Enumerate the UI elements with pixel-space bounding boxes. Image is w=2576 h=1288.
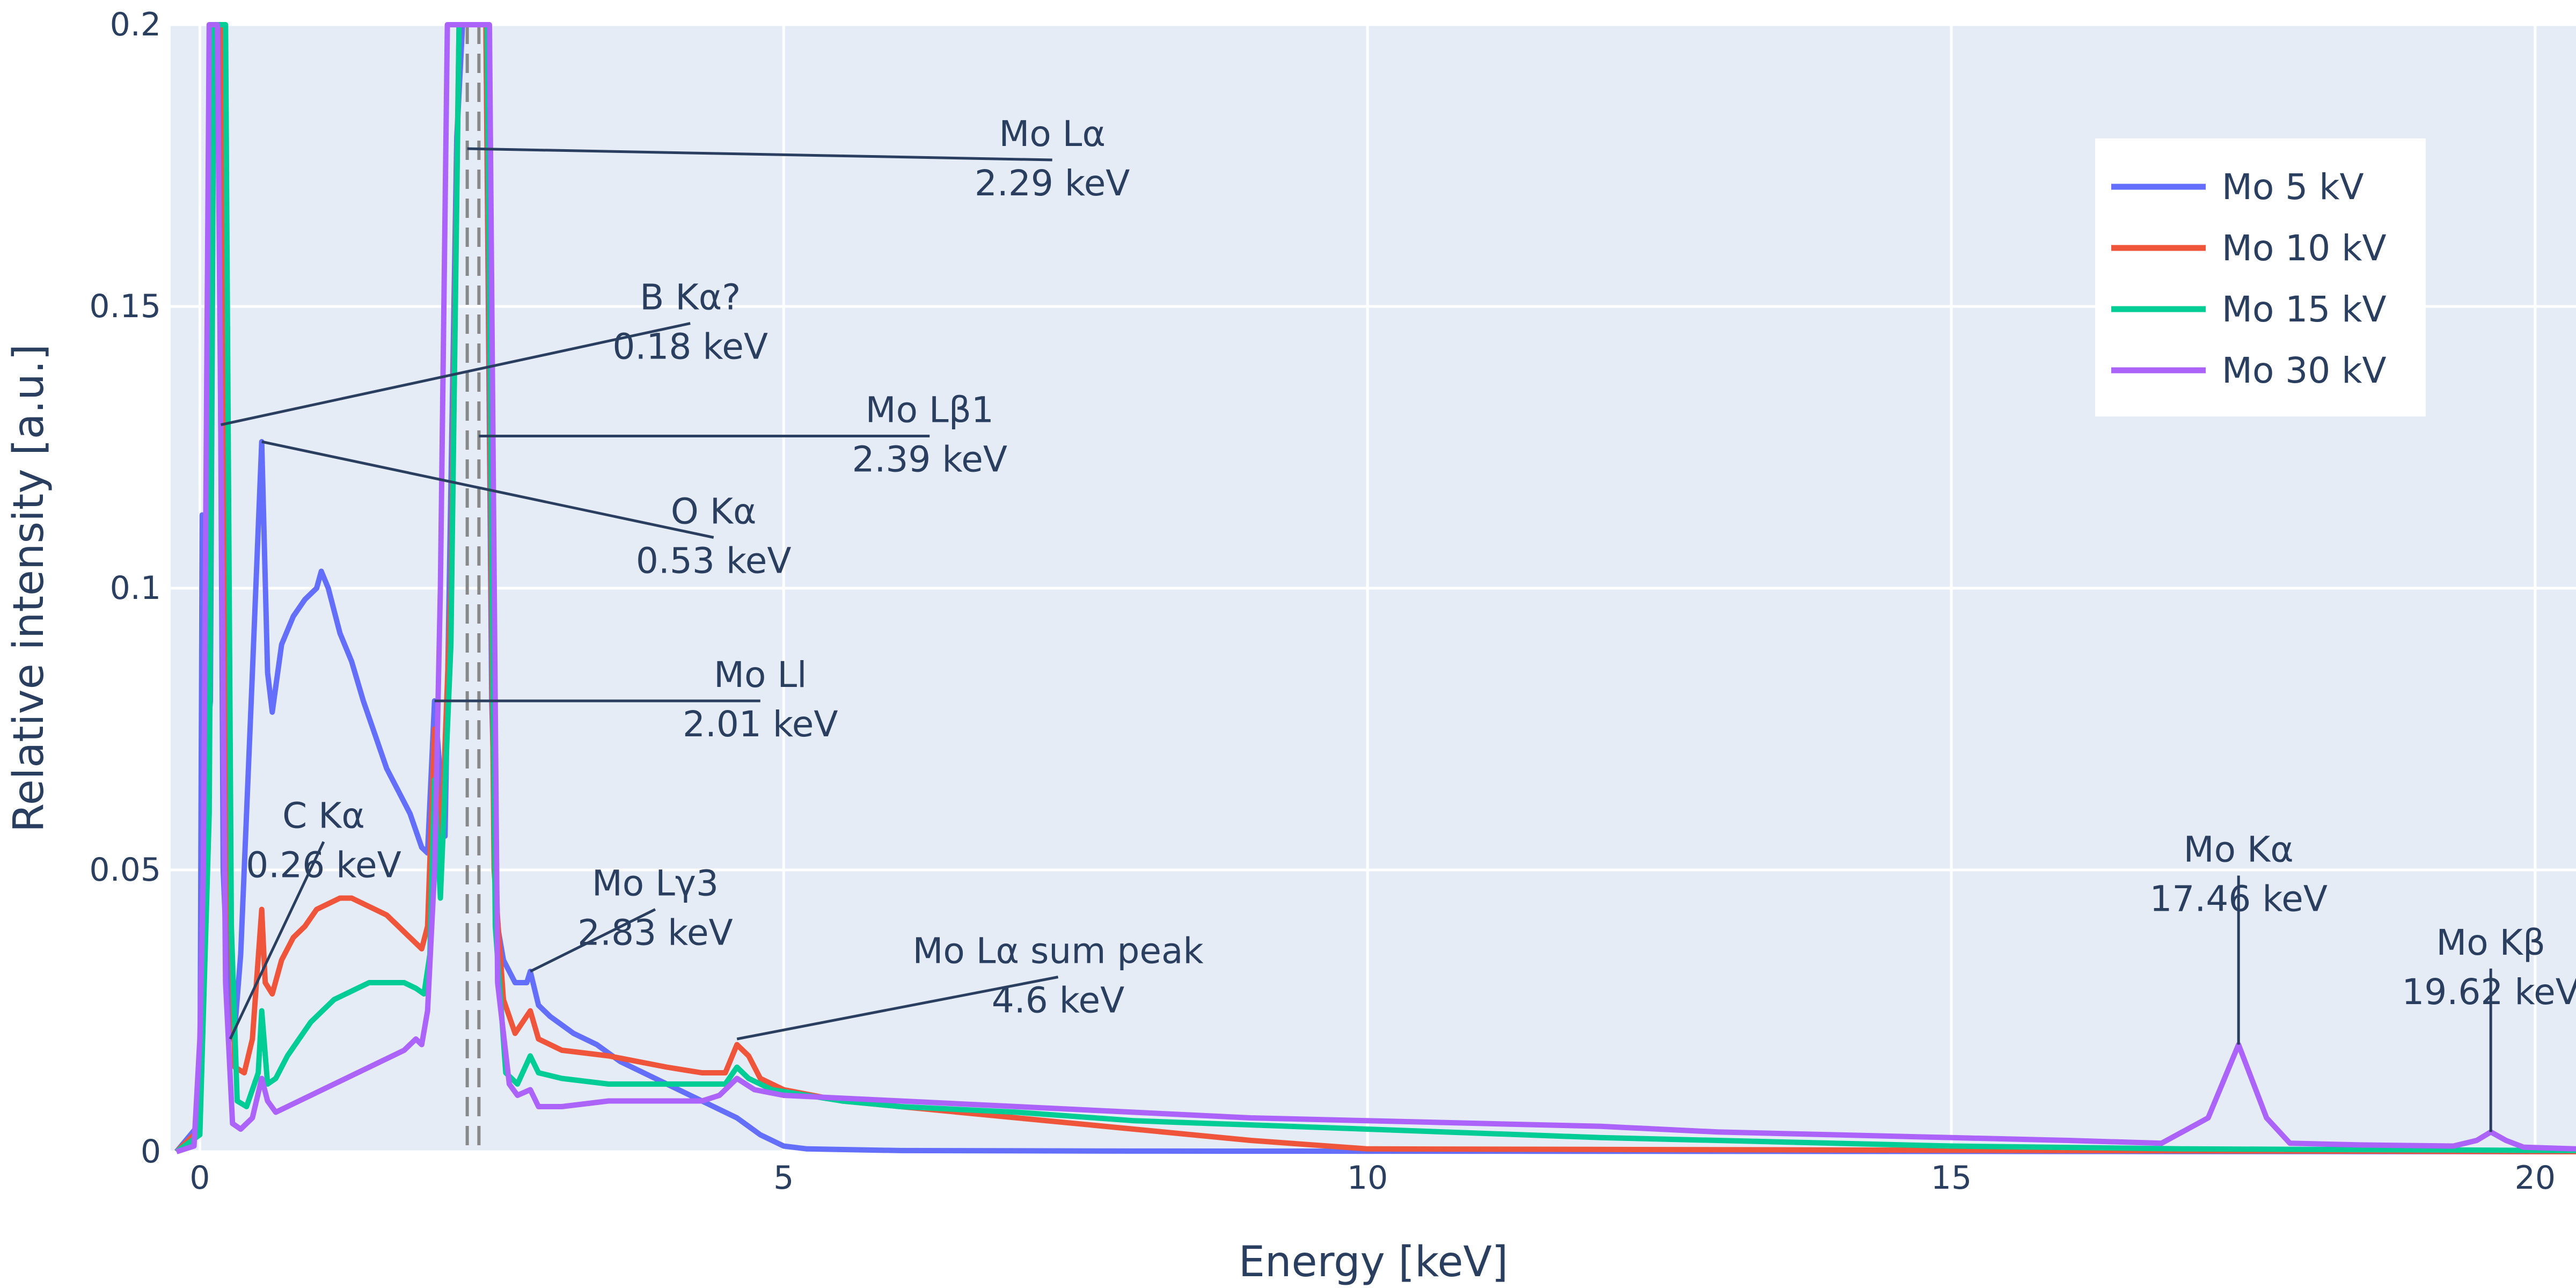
annotation-label: Mo Lβ1 <box>866 390 994 431</box>
annotation-label: 4.6 keV <box>992 980 1125 1021</box>
y-tick-label: 0.15 <box>89 288 161 325</box>
legend: Mo 5 kV Mo 10 kV Mo 15 kV Mo 30 kV <box>2095 138 2426 416</box>
annotation-arrow <box>221 322 691 426</box>
x-tick-label: 10 <box>1347 1159 1388 1197</box>
annotations: Mo Lα 2.29 keV B Kα? 0.18 keV Mo Lβ1 2.39 keV… <box>221 113 2576 1132</box>
x-tick-label: 0 <box>189 1159 210 1197</box>
y-axis-ticks: 0 0.05 0.1 0.15 0.2 <box>89 6 161 1170</box>
legend-label: Mo 10 kV <box>2222 228 2387 269</box>
annotation-arrow <box>530 908 656 973</box>
annotation-arrow <box>467 147 1052 162</box>
annotation-label: Mo Lα <box>999 113 1106 155</box>
y-tick-label: 0.2 <box>110 6 161 43</box>
annotation-label: 2.29 keV <box>975 163 1130 204</box>
annotation-arrow <box>229 841 325 1040</box>
legend-label: Mo 5 kV <box>2222 166 2364 208</box>
annotation-label: Mo Kβ <box>2436 922 2545 963</box>
annotation-label: Mo Lγ3 <box>592 863 719 904</box>
annotation-label: Mo Ll <box>714 654 807 696</box>
y-axis-title: Relative intensity [a.u.] <box>5 344 53 832</box>
x-tick-label: 15 <box>1931 1159 1972 1197</box>
reference-lines <box>465 25 481 1152</box>
x-axis-ticks: 0 5 10 15 20 <box>189 1159 2556 1197</box>
annotation-label: 0.18 keV <box>612 326 768 368</box>
annotation-label: 19.62 keV <box>2402 971 2576 1013</box>
annotation-label: 2.39 keV <box>852 439 1007 480</box>
x-tick-label: 20 <box>2515 1159 2556 1197</box>
legend-label: Mo 15 kV <box>2222 289 2387 330</box>
annotation-arrow <box>736 976 1059 1041</box>
annotation-label: 17.46 keV <box>2149 879 2328 920</box>
y-tick-label: 0 <box>141 1133 161 1170</box>
x-tick-label: 5 <box>773 1159 794 1197</box>
x-axis-title: Energy [keV] <box>1239 1238 1508 1286</box>
annotation-label: 0.53 keV <box>636 540 792 582</box>
annotation-label: 2.01 keV <box>683 704 838 745</box>
annotation-label: Mo Kα <box>2184 829 2294 870</box>
series-line <box>174 22 2576 1154</box>
annotation-label: C Kα <box>282 795 365 837</box>
annotation-label: 2.83 keV <box>577 912 733 954</box>
annotation-label: Mo Lα sum peak <box>912 931 1204 972</box>
series-lines <box>174 22 2576 1154</box>
annotation-label: O Kα <box>671 491 757 532</box>
y-tick-label: 0.1 <box>110 569 161 607</box>
legend-label: Mo 30 kV <box>2222 350 2387 391</box>
series-line <box>175 22 2576 1154</box>
annotation-label: 0.26 keV <box>246 845 401 886</box>
annotation-label: B Kα? <box>640 277 741 318</box>
y-tick-label: 0.05 <box>89 851 161 889</box>
annotation-arrow <box>261 440 714 539</box>
